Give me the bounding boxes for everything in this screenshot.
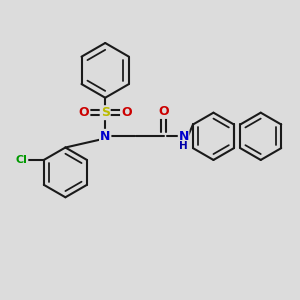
Text: H: H [179, 141, 188, 151]
Text: O: O [121, 106, 132, 119]
Text: N: N [100, 130, 110, 143]
Text: Cl: Cl [16, 155, 27, 165]
Text: O: O [79, 106, 89, 119]
Text: S: S [101, 106, 110, 119]
Text: O: O [158, 105, 169, 118]
Text: N: N [178, 130, 189, 143]
